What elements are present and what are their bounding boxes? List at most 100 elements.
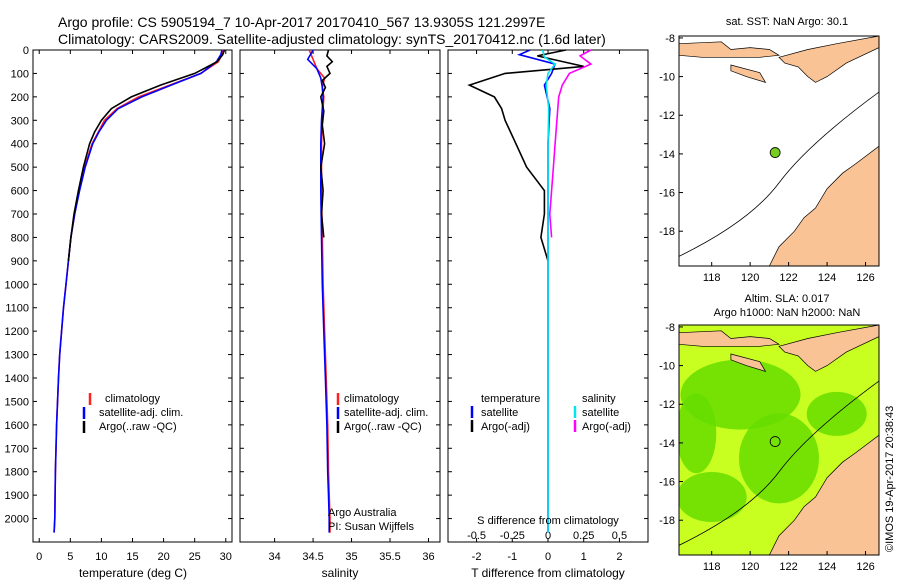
map-x-tick-label: 118 (703, 272, 721, 284)
depth-tick-label: 1400 (5, 373, 29, 385)
depth-tick-label: 1000 (5, 279, 29, 291)
map-y-tick-label: -10 (659, 72, 675, 84)
temperature-xlabel: temperature (deg C) (79, 566, 187, 580)
x-tick-label: 10 (95, 551, 107, 563)
x-tick-label: 30 (220, 551, 232, 563)
legend-heading-temperature: temperature (481, 393, 540, 405)
s-diff-tick-label: -0.5 (467, 530, 486, 542)
map-y-tick-label: -16 (659, 188, 675, 200)
credit-pi: PI: Susan Wijffels (328, 521, 414, 533)
depth-tick-label: 1100 (5, 303, 29, 315)
isobath-line (679, 91, 879, 257)
legend-label-s-argo: Argo(-adj) (582, 421, 631, 433)
sst_map-border (678, 35, 880, 267)
depth-tick-label: 100 (11, 68, 29, 80)
sla_map-border (678, 324, 880, 556)
salinity-xlabel: salinity (322, 566, 359, 580)
difference-xlabel: T difference from climatology (471, 566, 625, 580)
map-y-tick-label: -8 (665, 33, 675, 45)
depth-tick-label: 1600 (5, 420, 29, 432)
x-tick-label: 35.5 (379, 551, 400, 563)
depth-tick-label: 800 (11, 232, 29, 244)
depth-tick-label: 1200 (5, 326, 29, 338)
x-tick-label: 34 (268, 551, 280, 563)
depth-tick-label: 200 (11, 92, 29, 104)
legend-label-argo: Argo(..raw -QC) (99, 421, 177, 433)
s-diff-tick-label: -0.25 (500, 530, 525, 542)
depth-tick-label: 1800 (5, 467, 29, 479)
difference-xlabel2: S difference from climatology (477, 515, 619, 527)
sst-map-title: sat. SST: NaN Argo: 30.1 (726, 16, 848, 28)
map-x-tick-label: 124 (818, 272, 836, 284)
depth-tick-label: 2000 (5, 514, 29, 526)
sla-blob (739, 413, 819, 504)
s-diff-tick-label: 0.5 (612, 530, 627, 542)
sla-blob (679, 393, 717, 474)
depth-tick-label: 500 (11, 162, 29, 174)
x-tick-label: 35 (345, 551, 357, 563)
x-tick-label: 34.5 (302, 551, 323, 563)
legend-label-climatology: climatology (344, 393, 400, 405)
figure-title-line2: Climatology: CARS2009. Satellite-adjuste… (58, 31, 606, 47)
legend-label-climatology: climatology (105, 393, 161, 405)
series-line-2-0 (516, 49, 557, 533)
temperature-legend: climatology satellite-adj. clim. Argo(..… (82, 393, 183, 433)
map-y-tick-label: -8 (665, 322, 675, 334)
sla-map-title-line1: Altim. SLA: 0.017 (745, 293, 830, 305)
land-island (730, 64, 767, 83)
series-line-1-2 (319, 49, 334, 238)
isobath-line (679, 380, 879, 546)
depth-tick-label: 1300 (5, 350, 29, 362)
x-tick-label: 0 (545, 551, 551, 563)
map-y-tick-label: -14 (659, 149, 675, 161)
land-island (778, 36, 879, 83)
legend-label-satellite: satellite-adj. clim. (344, 407, 428, 419)
imos-credit: ©IMOS 19-Apr-2017 20:38:43 (884, 406, 896, 552)
map-x-tick-label: 120 (741, 272, 759, 284)
x-tick-label: 20 (157, 551, 169, 563)
x-tick-label: 36 (422, 551, 434, 563)
x-tick-label: 5 (67, 551, 73, 563)
sla-blob (679, 472, 747, 523)
map-y-tick-label: -18 (659, 226, 675, 238)
figure-title-line1: Argo profile: CS 5905194_7 10-Apr-2017 2… (58, 14, 546, 30)
map-x-tick-label: 122 (779, 561, 797, 573)
depth-tick-label: 400 (11, 139, 29, 151)
map-y-tick-label: -12 (659, 110, 675, 122)
map-x-tick-label: 120 (741, 561, 759, 573)
legend-label-t-satellite: satellite (481, 407, 518, 419)
depth-tick-label: 1700 (5, 443, 29, 455)
salinity-legend: climatology satellite-adj. clim. Argo(..… (336, 393, 428, 433)
sla_map-layer: 118 120 122 124 126 -8 -10 -12 -14 -16 -18 (659, 322, 880, 573)
series-line-2-1 (467, 49, 584, 262)
land-australia (769, 145, 879, 266)
legend-label-argo: Argo(..raw -QC) (344, 421, 422, 433)
map-y-tick-label: -16 (659, 477, 675, 489)
sla-map-title-line2: Argo h1000: NaN h2000: NaN (714, 307, 861, 319)
series-line-0-1 (53, 49, 223, 533)
map-x-tick-label: 124 (818, 561, 836, 573)
depth-tick-label: 1500 (5, 396, 29, 408)
map-y-tick-label: -18 (659, 515, 675, 527)
legend-label-s-satellite: satellite (582, 407, 619, 419)
legend-label-satellite: satellite-adj. clim. (99, 407, 183, 419)
depth-tick-label: 300 (11, 115, 29, 127)
map-y-tick-label: -14 (659, 438, 675, 450)
x-tick-label: -1 (507, 551, 517, 563)
series-line-2-2 (541, 49, 557, 533)
salinity-panel-frame (239, 49, 441, 543)
difference-legend: temperature satellite Argo(-adj) salinit… (470, 393, 631, 433)
sst_map-layer: 118 120 122 124 126 -8 -10 -12 -14 -16 -18 (659, 33, 880, 284)
land-australia (769, 434, 879, 555)
x-tick-label: 15 (126, 551, 138, 563)
land-island (679, 41, 781, 58)
credit-argo-australia: Argo Australia (328, 507, 397, 519)
map-y-tick-label: -10 (659, 361, 675, 373)
x-tick-label: -2 (472, 551, 482, 563)
s-diff-tick-label: 0.25 (573, 530, 594, 542)
map-x-tick-label: 118 (703, 561, 721, 573)
land-island (679, 330, 781, 347)
s-diff-tick-label: 0 (545, 530, 551, 542)
depth-tick-label: 700 (11, 209, 29, 221)
